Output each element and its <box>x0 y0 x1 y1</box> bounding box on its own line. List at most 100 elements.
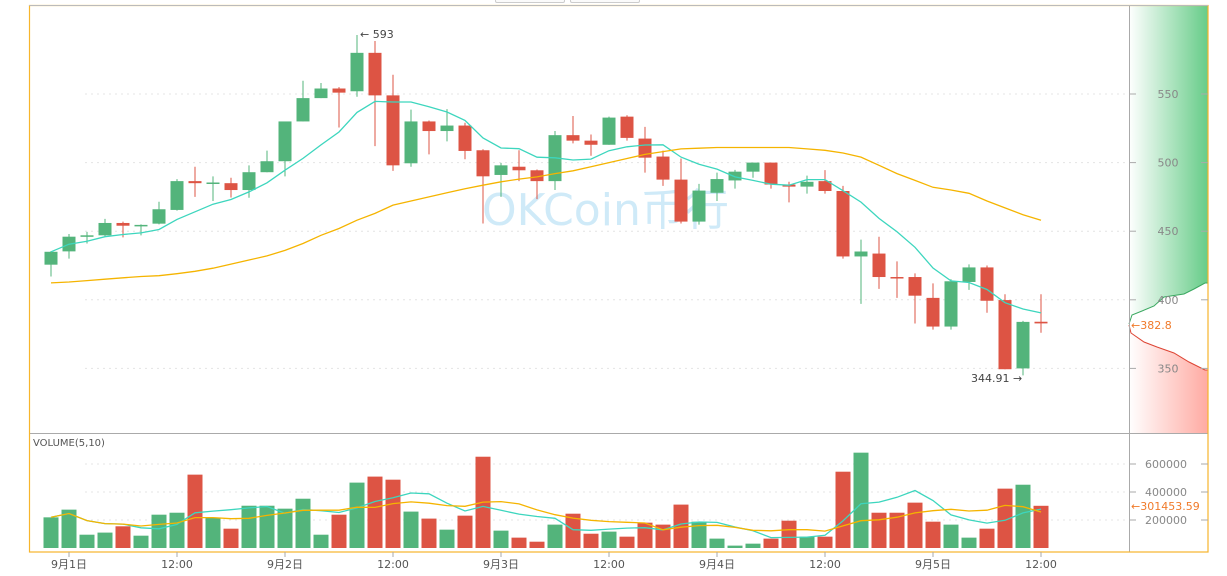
price-tick-label: 400 <box>1158 294 1179 307</box>
volume-grid <box>85 463 1129 521</box>
volume-bars <box>43 452 1049 548</box>
watermark-text: OKCoin币行 <box>482 185 729 236</box>
candle-down <box>908 277 922 296</box>
price-tick-label: 550 <box>1158 88 1179 101</box>
candle-down <box>818 181 832 192</box>
volume-bar-down <box>637 522 653 548</box>
volume-axis-labels: 600000 400000 200000 <box>1129 458 1208 527</box>
volume-bar-down <box>583 533 599 548</box>
volume-bar-up <box>727 545 743 548</box>
volume-bar-down <box>367 476 383 548</box>
volume-bar-up <box>295 498 311 548</box>
volume-tick-label: 200000 <box>1145 514 1187 527</box>
volume-bar-down <box>331 514 347 548</box>
candle-down <box>422 121 436 132</box>
candle-down <box>386 95 400 166</box>
volume-bar-up <box>853 452 869 548</box>
current-price-label: 382.8 <box>1140 319 1172 332</box>
volume-bar-down <box>889 512 905 548</box>
candle-up <box>602 117 616 145</box>
svg-text:←382.8: ←382.8 <box>1131 319 1172 332</box>
volume-bar-up <box>97 532 113 548</box>
candle-down <box>1034 321 1048 324</box>
candle-up <box>962 267 976 282</box>
candle-down <box>980 267 994 301</box>
ma-slow-line <box>50 146 1042 284</box>
volume-bar-down <box>115 526 131 548</box>
volume-bar-down <box>1033 505 1049 548</box>
depth-bids-area <box>1129 6 1208 324</box>
volume-bar-up <box>349 482 365 548</box>
top-toolbar-button[interactable] <box>495 0 565 3</box>
candle-down <box>836 191 850 257</box>
volume-bar-up <box>241 505 257 548</box>
time-tick-label: 9月1日 <box>51 558 87 571</box>
ma-lines <box>50 100 1042 314</box>
top-toolbar-button[interactable] <box>570 0 640 3</box>
time-tick-label: 9月4日 <box>699 558 735 571</box>
candle-up <box>98 222 112 236</box>
chart-border <box>28 4 1209 553</box>
volume-bar-up <box>169 512 185 548</box>
candle-up <box>692 190 706 222</box>
candle-down <box>872 253 886 278</box>
price-tick-label: 350 <box>1158 362 1179 375</box>
candle-down <box>890 277 904 279</box>
candle-down <box>620 116 634 138</box>
candle-down <box>368 52 382 96</box>
time-tick-label: 9月5日 <box>915 558 951 571</box>
volume-ma-lines <box>50 489 1042 539</box>
candle-down <box>926 297 940 327</box>
candle-down <box>224 183 238 191</box>
time-axis-labels: 9月1日 12:00 9月2日 12:00 9月3日 12:00 9月4日 12:00 9月5日… <box>51 552 1057 571</box>
candle-up <box>296 98 310 122</box>
candle-up <box>260 161 274 173</box>
candle-down <box>116 222 130 226</box>
volume-bar-up <box>151 514 167 548</box>
current-price-marker: ←382.8 <box>1131 319 1172 332</box>
volume-bar-up <box>61 509 77 548</box>
candle-up <box>728 171 742 181</box>
candle-down <box>512 166 526 171</box>
candle-down <box>332 88 346 93</box>
volume-bar-up <box>313 534 329 548</box>
volume-bar-down <box>781 520 797 548</box>
volume-bar-down <box>997 488 1013 548</box>
time-tick-label: 12:00 <box>1025 558 1057 571</box>
volume-bar-down <box>673 504 689 548</box>
ma-fast-line <box>50 100 1042 314</box>
volume-bar-up <box>961 537 977 548</box>
candles <box>44 35 1048 376</box>
candle-down <box>674 179 688 222</box>
candle-down <box>458 125 472 151</box>
volume-bar-up <box>277 508 293 548</box>
volume-bar-down <box>457 515 473 548</box>
candle-down <box>476 150 490 177</box>
candle-down <box>764 162 778 185</box>
volume-tick-label: 600000 <box>1145 458 1187 471</box>
axes <box>28 4 1209 553</box>
candle-up <box>80 235 94 237</box>
candle-up <box>710 179 724 193</box>
volume-bar-down <box>763 538 779 548</box>
candle-up <box>944 281 958 327</box>
volume-bar-up <box>43 517 59 548</box>
time-tick-label: 9月2日 <box>267 558 303 571</box>
volume-bar-up <box>403 511 419 548</box>
candle-up <box>134 224 148 227</box>
candle-up <box>440 125 454 132</box>
current-volume-label: 301453.59 <box>1140 500 1200 513</box>
price-axis-labels: 550 500 450 400 350 <box>1129 88 1208 375</box>
price-tick-label: 450 <box>1158 225 1179 238</box>
svg-text:←301453.59: ←301453.59 <box>1131 500 1200 513</box>
volume-bar-up <box>709 538 725 548</box>
volume-bar-up <box>601 531 617 548</box>
volume-bar-down <box>925 521 941 548</box>
time-tick-label: 9月3日 <box>483 558 519 571</box>
volume-bar-up <box>205 517 221 548</box>
low-annotation: 344.91 → <box>971 372 1022 385</box>
candle-up <box>242 172 256 191</box>
volume-tick-label: 400000 <box>1145 486 1187 499</box>
time-tick-label: 12:00 <box>593 558 625 571</box>
